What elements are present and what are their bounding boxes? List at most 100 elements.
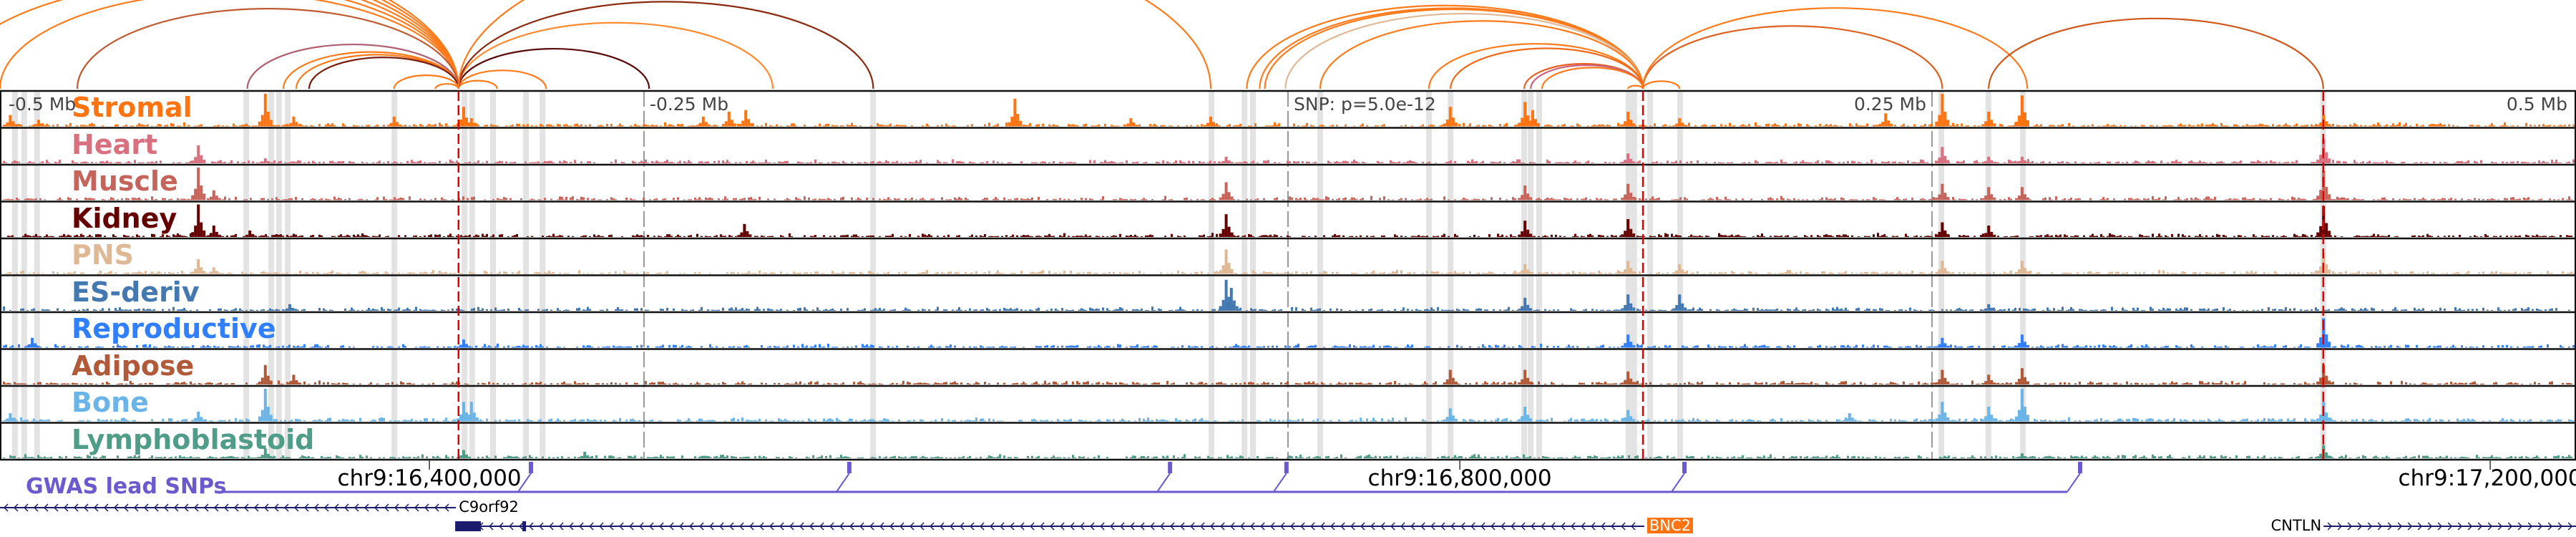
signal-peak — [1526, 415, 1530, 422]
signal-peak — [14, 420, 18, 422]
signal-peak — [263, 94, 267, 127]
loop-arc — [0, 0, 459, 89]
signal-peak — [1981, 309, 1985, 311]
signal-peak — [1935, 121, 1938, 127]
signal-peak — [1845, 418, 1848, 422]
signal-peak — [1621, 124, 1624, 127]
signal-peak — [292, 116, 296, 127]
signal-peak — [1221, 228, 1225, 237]
signal-peak — [1212, 122, 1215, 127]
strand-arrow-left-icon — [1060, 522, 1065, 531]
gwas-snp-marker — [2078, 462, 2082, 473]
signal-peak — [34, 343, 36, 348]
signal-peak — [2328, 158, 2331, 163]
strand-arrow-left-icon — [1220, 522, 1225, 531]
signal-peak — [31, 337, 34, 348]
loop-arc — [1450, 47, 1644, 89]
signal-peak — [1443, 123, 1446, 127]
signal-peak — [465, 412, 468, 422]
signal-track-lymphoblastoid — [0, 422, 2576, 458]
strand-arrow-left-icon — [1290, 522, 1295, 531]
signal-peak — [2026, 344, 2029, 348]
signal-peak — [2018, 410, 2021, 422]
signal-peak — [1624, 194, 1627, 200]
strand-arrow-left-icon — [323, 503, 329, 512]
strand-arrow-left-icon — [414, 503, 419, 512]
signal-track-adipose — [0, 348, 2576, 384]
signal-peak — [1984, 308, 1988, 311]
signal-peak — [1523, 221, 1527, 237]
signal-peak — [1938, 379, 1941, 384]
signal-peak — [2319, 337, 2323, 348]
gene-label-bnc2[interactable]: BNC2 — [1646, 518, 1694, 533]
signal-peak — [468, 456, 471, 458]
loop-arc — [0, 0, 459, 89]
signal-peak — [1943, 193, 1947, 200]
signal-peak — [1984, 233, 1988, 237]
track-label-pns: PNS — [72, 239, 135, 271]
strand-arrow-left-icon — [919, 522, 924, 531]
strand-arrow-right-icon — [2527, 522, 2533, 531]
signal-peak — [1621, 271, 1624, 274]
gene-label-cntln[interactable]: CNTLN — [2270, 517, 2322, 534]
signal-peak — [40, 123, 43, 127]
track-background-signal — [3, 195, 2572, 200]
signal-peak — [197, 204, 200, 237]
signal-peak — [1528, 120, 1531, 127]
loop-arc — [457, 69, 547, 89]
signal-peak — [206, 198, 210, 200]
strand-arrow-left-icon — [689, 522, 694, 531]
signal-peak — [1984, 416, 1988, 422]
strand-arrow-left-icon — [313, 503, 319, 512]
strand-arrow-right-icon — [2437, 522, 2443, 531]
signal-peak — [2018, 456, 2021, 458]
gwas-snp-connector — [836, 473, 850, 493]
signal-peak — [36, 345, 39, 348]
signal-peak — [6, 122, 9, 127]
signal-peak — [1448, 107, 1452, 127]
signal-peak — [472, 412, 476, 422]
signal-peak — [203, 193, 206, 200]
signal-peak — [34, 124, 37, 127]
signal-peak — [1993, 382, 1996, 384]
signal-peak — [288, 304, 291, 311]
signal-peak — [1993, 418, 1996, 422]
gene-exon — [522, 521, 527, 531]
loop-arc — [360, 0, 459, 89]
signal-peak — [260, 115, 264, 127]
signal-peak — [1227, 226, 1231, 237]
signal-peak — [245, 234, 249, 237]
strand-arrow-left-icon — [223, 503, 229, 512]
signal-peak — [2325, 334, 2328, 348]
gwas-snp-connector — [517, 473, 532, 493]
signal-peak — [191, 232, 195, 237]
signal-peak — [465, 454, 468, 458]
strand-arrow-left-icon — [103, 503, 109, 512]
strand-arrow-left-icon — [529, 522, 534, 531]
signal-peak — [2026, 381, 2029, 384]
strand-arrow-left-icon — [1541, 522, 1546, 531]
strand-arrow-left-icon — [1330, 522, 1335, 531]
signal-peak — [1632, 271, 1636, 274]
signal-peak — [1126, 123, 1130, 127]
signal-peak — [197, 259, 200, 274]
strand-arrow-left-icon — [839, 522, 844, 531]
strand-arrow-left-icon — [1070, 522, 1075, 531]
signal-peak — [1881, 122, 1885, 127]
signal-peak — [1987, 407, 1991, 422]
signal-peak — [2319, 414, 2323, 422]
signal-peak — [1626, 294, 1630, 311]
strand-arrow-left-icon — [1591, 522, 1596, 531]
signal-peak — [468, 346, 471, 348]
signal-peak — [269, 380, 273, 384]
strand-arrow-left-icon — [404, 503, 409, 512]
signal-peak — [1684, 125, 1687, 127]
gene-label-c9orf92[interactable]: C9orf92 — [459, 498, 519, 516]
strand-arrow-left-icon — [1410, 522, 1415, 531]
strand-arrow-right-icon — [2557, 522, 2563, 531]
signal-peak — [1990, 160, 1994, 163]
signal-peak — [589, 457, 592, 458]
signal-peak — [1624, 231, 1627, 237]
strand-arrow-left-icon — [980, 522, 985, 531]
signal-peak — [1941, 222, 1944, 237]
